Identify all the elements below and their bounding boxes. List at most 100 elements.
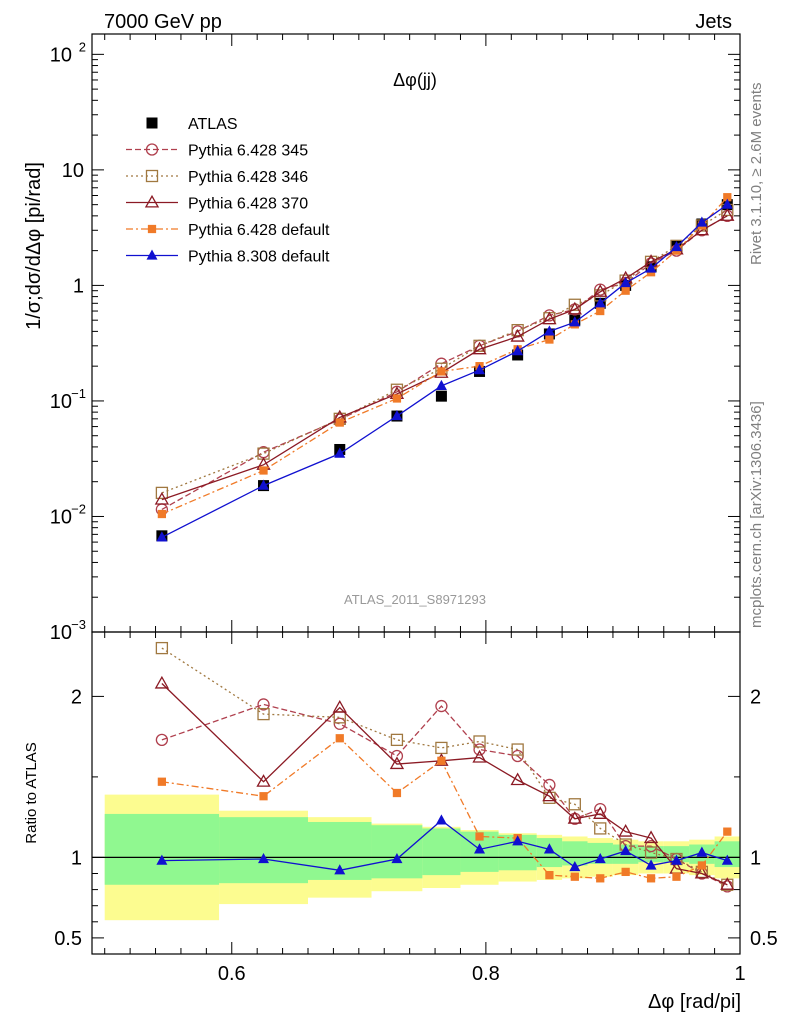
ratio-point-pythia-6-428-345 [644,839,658,853]
data-point-pythia-6-428-370 [567,301,582,315]
ratio-point-pythia-8-308-default [512,835,524,846]
data-point-pythia-6-428-370 [472,341,487,355]
data-point-pythia-6-428-370 [720,208,735,221]
ratio-point-pythia-6-428-345 [473,743,486,756]
data-point-pythia-8-308-default [334,447,346,458]
data-point-pythia-6-428-default [596,306,605,316]
ratio-point-pythia-6-428-default [259,792,268,801]
ratio-point-pythia-6-428-default [646,874,656,883]
series-line-pythia-6-428-default [161,196,728,515]
legend-entry-atlas: ATLAS [146,116,238,133]
data-point-pythia-8-308-default [156,531,168,542]
ratio-point-pythia-6-428-default [392,788,402,798]
data-point-pythia-6-428-346 [155,486,169,500]
source-label: mcplots.cern.ch [arXiv:1306.3436] [748,401,765,628]
data-point-pythia-8-308-default [512,345,524,356]
main-y-tick-label: 10 [62,160,84,182]
ratio-point-pythia-8-308-default [696,846,708,857]
ratio-line-pythia-6-428-370 [161,683,728,886]
main-y-tick-label: 10 [50,44,72,66]
ratio-point-pythia-6-428-default [157,777,167,786]
ratio-point-pythia-6-428-346 [543,791,556,804]
ratio-point-pythia-6-428-345 [435,699,448,713]
data-point-pythia-6-428-default [392,394,402,403]
ratio-point-pythia-6-428-370 [389,756,405,770]
ratio-point-pythia-6-428-370 [472,749,487,763]
ratio-point-pythia-6-428-default [475,832,484,841]
legend: ATLAS Pythia 6.428 345 Pythia 6.428 346 Pyt… [126,116,330,266]
ratio-point-pythia-6-428-default [621,867,630,877]
ratio-point-pythia-6-428-346 [155,641,169,655]
ratio-y-tick-label-right: 0.5 [750,928,778,950]
main-y-tick-label: 10 [50,506,72,528]
ratio-point-pythia-6-428-default [697,861,707,870]
ratio-point-pythia-8-308-default [474,843,486,854]
x-tick-label: 1 [734,963,745,985]
main-y-tick-label: 10 [50,622,72,644]
data-point-pythia-6-428-default [437,367,446,376]
ratio-panel: 0.5 0.51 12 20.6 0.8 1 Ratio to ATLAS Δφ [rad… [23,631,778,1013]
main-y-tick-label-exponent: −2 [71,501,86,516]
series-pythia-8-308-default [156,198,733,542]
data-point-pythia-6-428-346 [473,339,486,352]
series-pythia-6-428-default [157,193,732,519]
legend-marker-pythia-8-308-default [146,249,158,260]
analysis-id: ATLAS_2011_S8971293 [344,592,486,607]
data-point-pythia-6-428-370 [542,311,557,325]
ratio-series-pythia-6-428-370 [154,675,735,890]
data-point-pythia-8-308-default [594,297,606,308]
ratio-point-pythia-6-428-370 [694,865,710,879]
legend-marker-pythia-6-428-346 [145,169,159,183]
stat-uncertainty-band [104,813,220,885]
ratio-point-pythia-8-308-default [721,854,733,865]
ratio-line-pythia-6-428-346 [161,647,728,886]
ratio-point-pythia-6-428-370 [593,806,608,819]
ratio-point-pythia-6-428-345 [390,749,404,763]
ratio-point-pythia-8-308-default [594,852,606,864]
legend-label-pythia-6-428-346: Pythia 6.428 346 [188,169,308,186]
ratio-point-pythia-8-308-default [258,852,270,864]
x-tick-label: 0.6 [218,963,246,985]
ratio-point-pythia-6-428-346 [257,707,270,721]
ratio-series-pythia-8-308-default [156,814,733,875]
ratio-y-tick-label: 0.5 [54,928,82,950]
ratio-y-tick-label-right: 2 [750,686,761,708]
legend-entry-pythia-6-428-default: Pythia 6.428 default [126,222,330,239]
ratio-point-pythia-6-428-346 [435,741,448,755]
main-y-tick-label-exponent: −1 [71,386,86,401]
legend-marker-pythia-6-428-370 [144,194,160,208]
ratio-series-pythia-6-428-default [157,734,732,883]
ratio-point-pythia-6-428-345 [511,749,524,763]
ratio-point-pythia-6-428-370 [643,830,659,844]
x-axis-title: Δφ [rad/pi] [648,991,741,1013]
ratio-point-pythia-6-428-default [672,872,681,881]
ratio-point-pythia-6-428-346 [473,735,486,748]
stat-uncertainty-band [422,828,461,876]
legend-marker-pythia-6-428-345 [145,143,159,156]
main-y-tick-label: 10 [50,391,72,413]
data-point-pythia-8-308-default [258,479,270,490]
stat-uncertainty-band [371,825,423,879]
ratio-point-pythia-8-308-default [620,844,632,856]
ratio-point-pythia-6-428-default [570,872,579,881]
legend-entry-pythia-6-428-346: Pythia 6.428 346 [126,169,308,186]
ratio-point-pythia-6-428-default [335,734,344,743]
ratio-point-pythia-6-428-370 [256,774,271,787]
ratio-line-pythia-6-428-345 [161,703,728,887]
ratio-point-pythia-6-428-370 [154,675,170,689]
ratio-point-pythia-6-428-370 [510,772,525,786]
legend-entry-pythia-6-428-370: Pythia 6.428 370 [126,194,308,213]
ratio-point-pythia-6-428-346 [511,743,524,756]
main-y-tick-label: 1 [73,275,84,297]
ratio-point-pythia-6-428-370 [618,823,633,837]
ratio-uncertainty-bands [92,794,740,921]
main-y-tick-label-exponent: −3 [71,617,86,632]
data-point-pythia-8-308-default [391,409,403,421]
ratio-y-tick-label: 1 [71,847,82,869]
data-point-pythia-6-428-370 [510,329,525,342]
main-y-tick-label-exponent: 2 [79,39,86,54]
ratio-point-pythia-6-428-370 [542,788,557,802]
ratio-point-pythia-6-428-346 [594,822,607,835]
